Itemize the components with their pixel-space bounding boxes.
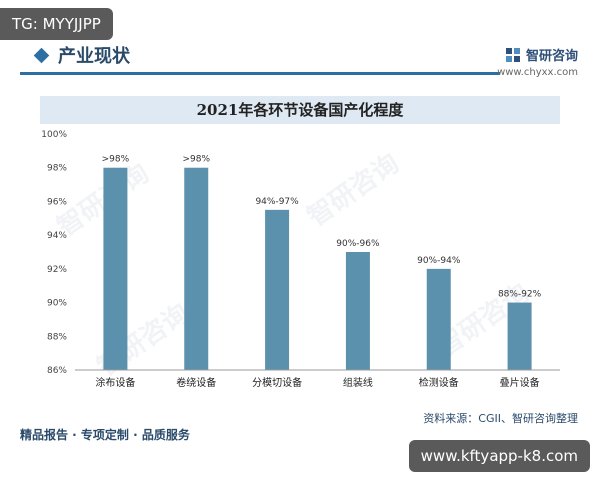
bar <box>184 167 209 370</box>
brand-block: 智研咨询 www.chyxx.com <box>497 44 578 78</box>
bottom-right-badge: www.kftyapp-k8.com <box>408 440 590 472</box>
x-axis: 涂布设备 卷绕设备 分模切设备 组装线 检测设备 叠片设备 <box>75 369 560 389</box>
y-tick-label: 98% <box>47 164 67 174</box>
bar <box>507 302 532 370</box>
brand-url: www.chyxx.com <box>497 67 578 78</box>
y-axis: 86% 88% 90% 92% 94% 96% 98% 100% <box>41 130 67 376</box>
bars: >98% >98% 94%-97% 90%-96% 90%-94% 88%-92% <box>102 155 542 370</box>
y-tick-label: 94% <box>47 231 67 241</box>
header-divider <box>20 72 500 75</box>
data-label: 90%-96% <box>336 239 380 249</box>
data-label: 90%-94% <box>417 256 461 266</box>
section-title: 产业现状 <box>58 46 130 67</box>
section-diamond-icon <box>33 47 50 64</box>
x-tick-label: 分模切设备 <box>252 376 302 389</box>
top-left-badge: TG: MYYJJPP <box>0 8 113 40</box>
x-tick-label: 叠片设备 <box>500 376 540 389</box>
bar <box>103 167 128 370</box>
footer-tagline: 精品报告 · 专项定制 · 品质服务 <box>20 428 190 442</box>
x-tick-label: 涂布设备 <box>95 376 135 389</box>
y-tick-label: 100% <box>41 130 67 140</box>
data-label: >98% <box>182 155 210 165</box>
x-tick-label: 卷绕设备 <box>176 376 216 389</box>
data-source: 资料来源：CGII、智研咨询整理 <box>423 412 578 425</box>
data-label: 88%-92% <box>498 290 542 300</box>
bar-chart: 86% 88% 90% 92% 94% 96% 98% 100% >98% >98% 94%-97… <box>41 130 560 389</box>
y-tick-label: 90% <box>47 299 67 309</box>
x-tick-label: 检测设备 <box>419 376 459 389</box>
y-tick-label: 96% <box>47 197 67 207</box>
bar <box>426 268 451 370</box>
y-tick-label: 92% <box>47 265 67 275</box>
bar <box>265 209 290 370</box>
chart-title: 2021年各环节设备国产化程度 <box>40 96 560 124</box>
brand-logo-icon <box>505 47 520 62</box>
y-tick-label: 86% <box>47 366 67 376</box>
bar <box>345 252 370 370</box>
data-label: >98% <box>102 155 130 165</box>
y-tick-label: 88% <box>47 332 67 342</box>
data-label: 94%-97% <box>255 197 299 207</box>
brand-name: 智研咨询 <box>525 49 578 64</box>
x-tick-label: 组装线 <box>343 376 373 389</box>
